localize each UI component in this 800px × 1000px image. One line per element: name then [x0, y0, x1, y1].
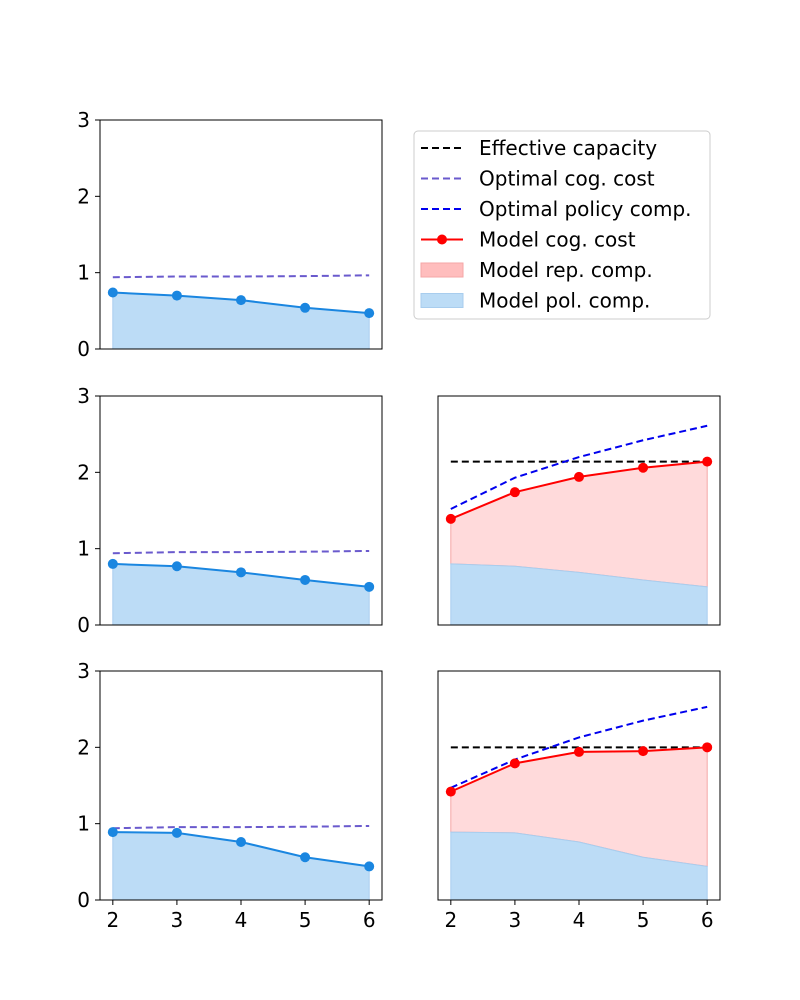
- legend-swatch-marker: [437, 234, 447, 245]
- y-tick-label: 3: [77, 384, 90, 408]
- x-tick-label: 6: [701, 908, 714, 932]
- legend-swatch: [420, 262, 464, 278]
- model-cog-cost-point: [445, 786, 456, 797]
- legend-label: Effective capacity: [479, 136, 657, 160]
- panel-row1-left: 0 1 2 3: [77, 108, 383, 361]
- model-cog-cost-point: [638, 746, 649, 757]
- legend-label: Model pol. comp.: [479, 289, 650, 313]
- axes-frame: [99, 119, 383, 350]
- optimal-policy-comp-line: [450, 705, 708, 789]
- model-pol-comp-point: [236, 567, 246, 578]
- x-tick-label: 4: [573, 908, 586, 932]
- legend-label: Model cog. cost: [479, 228, 636, 252]
- legend-box: [413, 130, 711, 320]
- model-cog-cost-point: [702, 742, 713, 753]
- optimal-cog-cost-line: [112, 824, 370, 830]
- y-tick-label: 2: [77, 735, 90, 759]
- model-pol-comp-point: [300, 302, 311, 313]
- model-pol-comp-point: [171, 561, 182, 572]
- model-cog-cost-point: [638, 462, 649, 473]
- legend-label: Model rep. comp.: [479, 258, 653, 282]
- model-pol-comp-point: [300, 574, 311, 585]
- x-tick-label: 4: [235, 908, 248, 932]
- axes-frame: [99, 395, 383, 626]
- y-tick-label: 0: [77, 337, 90, 361]
- model-pol-comp-point: [171, 290, 182, 301]
- x-tick-label: 6: [363, 908, 376, 932]
- x-tick-label: 2: [444, 908, 457, 932]
- legend-item-effective-capacity: Effective capacity: [421, 136, 657, 160]
- legend-item-model-pol-comp: Model pol. comp.: [420, 289, 650, 313]
- x-tick-label: 3: [509, 908, 522, 932]
- axes-frame: [437, 395, 721, 626]
- y-tick-label: 0: [77, 888, 90, 912]
- panel-row2-left: 0 1 2 3: [77, 384, 383, 637]
- x-tick-label: 3: [171, 908, 184, 932]
- y-tick-label: 3: [77, 659, 90, 683]
- legend-item-model-rep-comp: Model rep. comp.: [420, 258, 653, 282]
- model-pol-comp-point: [171, 827, 182, 838]
- legend-item-model-cog-cost: Model cog. cost: [421, 228, 636, 252]
- model-cog-cost-point: [445, 513, 456, 524]
- y-tick-label: 1: [77, 812, 90, 836]
- x-tick-label: 5: [299, 908, 312, 932]
- model-pol-comp-point: [107, 287, 118, 298]
- model-cog-cost-point: [574, 746, 584, 757]
- panel-row3-left: 0 1 2 3 2 3 4 5 6: [77, 659, 383, 932]
- y-tick-label: 3: [77, 108, 90, 132]
- legend-label: Optimal policy comp.: [479, 197, 692, 221]
- y-tick-label: 1: [77, 537, 90, 561]
- legend: Effective capacity Optimal cog. cost Optim…: [413, 130, 711, 320]
- legend-label: Optimal cog. cost: [479, 167, 655, 191]
- model-pol-comp-point: [364, 581, 375, 592]
- model-cog-cost-point: [509, 487, 520, 498]
- optimal-cog-cost-line: [112, 549, 370, 555]
- model-cog-cost-point: [509, 758, 520, 769]
- model-pol-comp-point: [364, 861, 375, 872]
- y-tick-label: 2: [77, 460, 90, 484]
- optimal-policy-comp-line: [450, 424, 708, 510]
- legend-item-optimal-cog-cost: Optimal cog. cost: [421, 167, 655, 191]
- model-cog-cost-point: [702, 456, 713, 467]
- y-tick-label: 2: [77, 184, 90, 208]
- model-pol-comp-point: [107, 827, 118, 838]
- model-pol-comp-point: [236, 836, 246, 847]
- x-tick-label: 5: [637, 908, 650, 932]
- legend-item-optimal-policy-comp: Optimal policy comp.: [421, 197, 692, 221]
- panels-layer: 0 1 2 3 0 1 2 3 0 1 2 3 2 3 4 5 6 2 3 4 5 6: [77, 108, 721, 932]
- x-tick-label: 2: [106, 908, 119, 932]
- model-pol-comp-point: [236, 295, 246, 306]
- optimal-cog-cost-line: [112, 274, 370, 279]
- panel-row3-right: 2 3 4 5 6: [437, 670, 721, 932]
- model-pol-comp-point: [364, 308, 375, 319]
- y-tick-label: 1: [77, 261, 90, 285]
- model-cog-cost-point: [574, 471, 584, 482]
- model-pol-comp-point: [300, 852, 311, 863]
- panel-row2-right: [437, 395, 721, 626]
- legend-swatch: [420, 293, 464, 308]
- model-pol-comp-point: [107, 558, 118, 569]
- y-tick-label: 0: [77, 613, 90, 637]
